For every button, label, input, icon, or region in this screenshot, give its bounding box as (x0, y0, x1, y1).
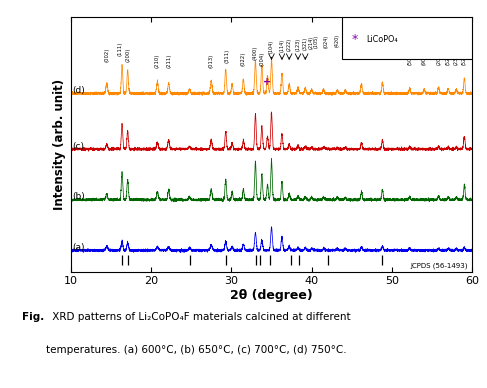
Text: (d): (d) (72, 86, 85, 95)
Text: (234): (234) (454, 52, 459, 64)
Text: +: + (263, 77, 272, 87)
Text: (004): (004) (260, 51, 264, 66)
FancyBboxPatch shape (342, 17, 472, 59)
Text: (523): (523) (462, 52, 467, 64)
Text: (a): (a) (72, 243, 85, 252)
Text: (503): (503) (407, 52, 412, 64)
Text: (002): (002) (104, 47, 109, 62)
Text: (206): (206) (436, 52, 441, 64)
Text: (024): (024) (324, 35, 329, 48)
Text: (900): (900) (422, 52, 427, 64)
Text: (400): (400) (253, 46, 258, 61)
X-axis label: 2θ (degree): 2θ (degree) (230, 289, 313, 302)
Text: temperatures. (a) 600°C, (b) 650°C, (c) 700°C, (d) 750°C.: temperatures. (a) 600°C, (b) 650°C, (c) … (46, 345, 347, 355)
Text: (420): (420) (335, 34, 340, 47)
Text: Fig.: Fig. (22, 312, 44, 322)
Text: (104): (104) (269, 40, 274, 53)
Text: (311): (311) (225, 49, 230, 63)
Text: (123): (123) (296, 38, 300, 50)
Text: (013): (013) (209, 54, 214, 68)
Text: (210): (210) (155, 54, 160, 68)
Text: (422): (422) (343, 33, 348, 46)
Text: (022): (022) (241, 51, 246, 66)
Text: JCPDS (56-1493): JCPDS (56-1493) (411, 263, 468, 270)
Text: (b): (b) (72, 192, 85, 201)
Text: (404): (404) (359, 32, 364, 45)
Text: XRD patterns of Li₂CoPO₄F materials calcined at different: XRD patterns of Li₂CoPO₄F materials calc… (49, 312, 350, 322)
Text: (222): (222) (287, 38, 292, 51)
Text: (214): (214) (308, 36, 313, 49)
Text: (211): (211) (166, 54, 171, 68)
Text: (522): (522) (446, 52, 451, 64)
Text: (321): (321) (303, 37, 308, 50)
Text: (114): (114) (280, 39, 284, 52)
Text: LiCoPO₄: LiCoPO₄ (366, 35, 397, 43)
Y-axis label: Intensity (arb. unit): Intensity (arb. unit) (54, 79, 66, 210)
Text: (111): (111) (117, 42, 122, 56)
Text: (200): (200) (125, 47, 130, 62)
Text: (105): (105) (314, 35, 319, 48)
Text: (c): (c) (72, 142, 84, 151)
Text: *: * (352, 33, 358, 45)
